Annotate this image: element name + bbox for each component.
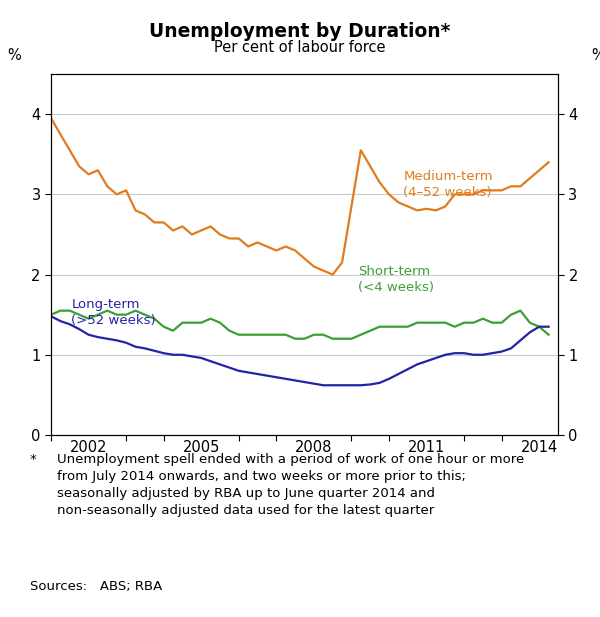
Text: Medium-term
(4–52 weeks): Medium-term (4–52 weeks): [403, 170, 493, 199]
Text: Per cent of labour force: Per cent of labour force: [214, 40, 386, 55]
Text: %: %: [7, 48, 20, 63]
Text: %: %: [591, 48, 600, 63]
Text: Short-term
(<4 weeks): Short-term (<4 weeks): [358, 265, 434, 294]
Text: Unemployment spell ended with a period of work of one hour or more
from July 201: Unemployment spell ended with a period o…: [57, 453, 524, 518]
Text: *: *: [30, 453, 37, 466]
Text: Long-term
(>52 weeks): Long-term (>52 weeks): [71, 298, 156, 327]
Text: Sources:   ABS; RBA: Sources: ABS; RBA: [30, 580, 162, 593]
Text: Unemployment by Duration*: Unemployment by Duration*: [149, 22, 451, 41]
